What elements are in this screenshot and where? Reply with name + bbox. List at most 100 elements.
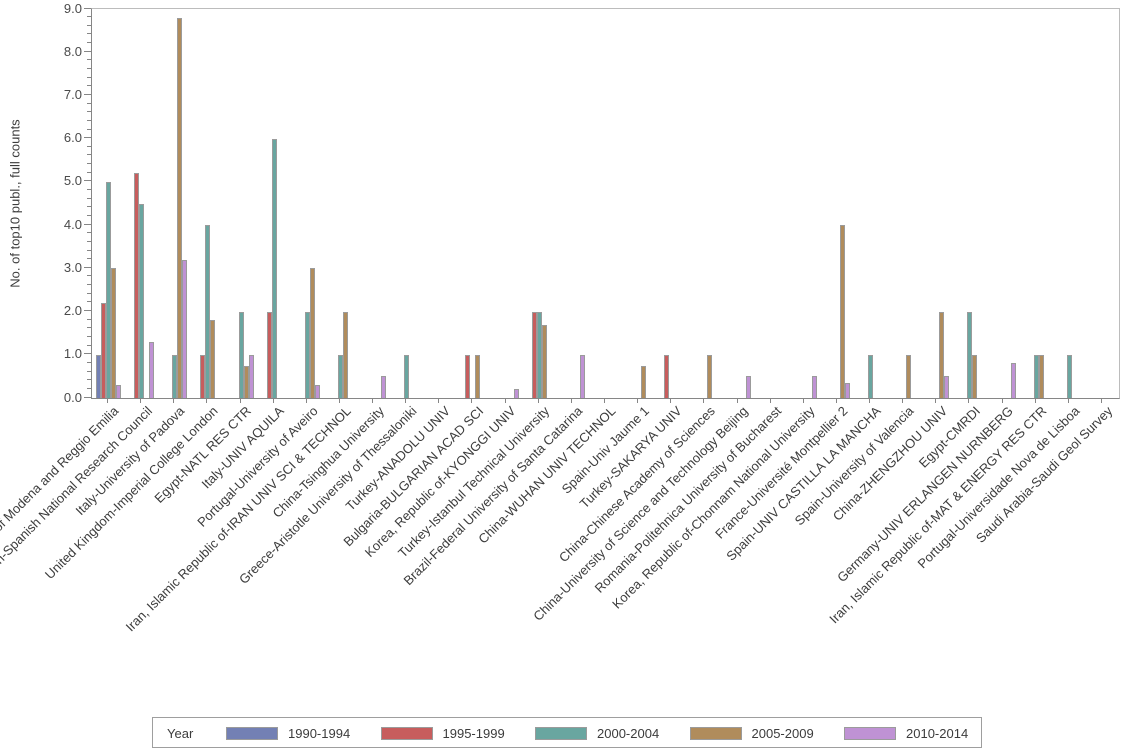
bar — [839, 225, 845, 398]
x-tick — [1034, 398, 1036, 403]
bar — [513, 389, 519, 398]
y-minor-tick — [87, 76, 91, 78]
bar — [96, 354, 102, 398]
bar — [1038, 354, 1044, 398]
bar — [1033, 354, 1039, 398]
bar — [116, 385, 122, 398]
y-minor-tick — [87, 335, 91, 337]
legend-item-label: 2005-2009 — [751, 726, 814, 741]
y-minor-tick — [87, 145, 91, 147]
bar — [134, 173, 140, 398]
x-tick — [570, 398, 572, 403]
x-tick — [802, 398, 804, 403]
bar — [868, 354, 874, 398]
x-tick — [1067, 398, 1069, 403]
bar — [664, 354, 670, 398]
x-tick — [968, 398, 970, 403]
y-tick-label: 9.0 — [63, 0, 82, 16]
x-tick — [471, 398, 473, 403]
bar — [304, 311, 310, 398]
y-tick-label: 4.0 — [63, 216, 82, 232]
y-tick-label: 6.0 — [63, 130, 82, 146]
x-tick — [637, 398, 639, 403]
y-minor-tick — [87, 206, 91, 208]
y-minor-tick — [87, 85, 91, 87]
bar — [707, 354, 713, 398]
bar — [182, 259, 188, 398]
bar — [271, 138, 277, 398]
x-tick — [703, 398, 705, 403]
bar — [811, 376, 817, 398]
x-tick — [305, 398, 307, 403]
bar — [200, 354, 206, 398]
bar — [939, 311, 945, 398]
x-tick — [206, 398, 208, 403]
y-minor-tick — [87, 119, 91, 121]
bar — [404, 354, 410, 398]
y-minor-tick — [87, 16, 91, 18]
legend-title: Year — [167, 726, 194, 741]
y-major-tick — [84, 93, 91, 95]
bar — [1010, 363, 1016, 398]
x-tick — [670, 398, 672, 403]
bar — [844, 382, 850, 398]
y-major-tick — [84, 50, 91, 52]
bar — [205, 225, 211, 398]
y-major-tick — [84, 396, 91, 398]
bar — [1066, 354, 1072, 398]
x-tick — [173, 398, 175, 403]
legend-swatch — [689, 727, 742, 740]
x-tick — [869, 398, 871, 403]
x-tick — [835, 398, 837, 403]
y-major-tick — [84, 266, 91, 268]
x-tick — [604, 398, 605, 403]
bar — [906, 354, 912, 398]
x-tick — [736, 398, 738, 403]
bar — [579, 354, 585, 398]
y-minor-tick — [87, 301, 91, 303]
bar — [139, 203, 145, 398]
y-minor-tick — [87, 189, 91, 191]
y-minor-tick — [87, 214, 91, 216]
y-minor-tick — [87, 68, 91, 69]
bar — [967, 311, 973, 398]
bar — [381, 376, 387, 398]
y-minor-tick — [87, 197, 91, 199]
y-minor-tick — [87, 327, 91, 329]
y-minor-tick — [87, 102, 91, 104]
bar — [101, 302, 107, 398]
y-major-tick — [84, 310, 91, 312]
y-minor-tick — [87, 292, 91, 294]
y-minor-tick — [87, 111, 91, 113]
x-tick — [140, 398, 142, 403]
x-tick — [272, 398, 274, 403]
bar — [314, 385, 320, 398]
bar — [536, 311, 542, 398]
x-tick — [769, 398, 771, 403]
x-tick — [438, 398, 440, 403]
legend-swatch — [844, 727, 896, 740]
x-tick — [107, 398, 109, 403]
y-minor-tick — [87, 154, 91, 156]
y-tick-label: 8.0 — [63, 43, 82, 59]
x-tick — [1100, 398, 1102, 403]
bar — [745, 376, 751, 398]
y-major-tick — [84, 223, 91, 225]
y-minor-tick — [87, 163, 91, 165]
y-minor-tick — [87, 171, 91, 173]
y-minor-tick — [87, 128, 91, 130]
y-major-tick — [84, 7, 91, 9]
bar — [266, 311, 272, 398]
legend-item-label: 2010-2014 — [906, 726, 969, 741]
bar — [944, 376, 950, 398]
y-minor-tick — [87, 249, 91, 251]
bar — [641, 365, 647, 398]
x-tick — [935, 398, 937, 403]
bar — [210, 320, 216, 398]
y-minor-tick — [87, 42, 91, 44]
y-major-tick — [84, 180, 91, 182]
y-tick-label: 5.0 — [63, 173, 82, 189]
y-minor-tick — [87, 232, 91, 234]
bar — [475, 354, 481, 398]
